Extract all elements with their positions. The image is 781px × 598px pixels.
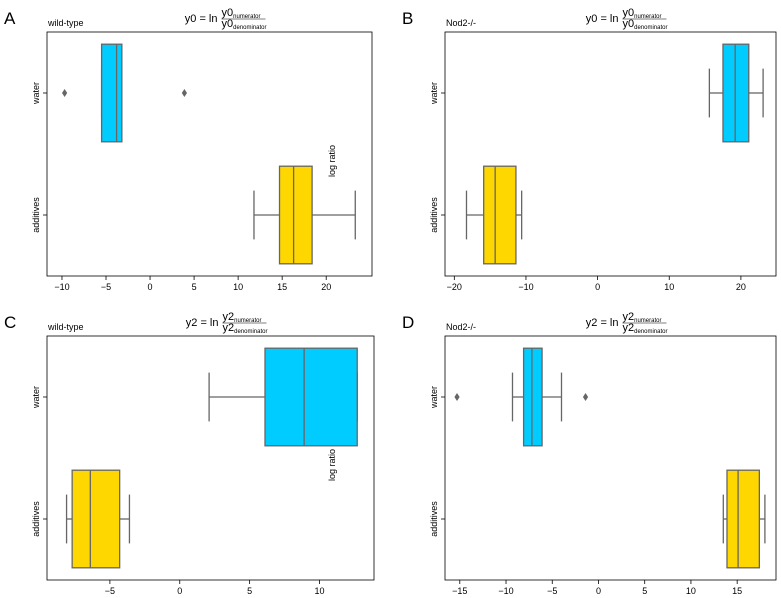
x-tick-label: 0 <box>148 282 153 292</box>
outlier-point <box>582 393 589 401</box>
x-tick-label: 20 <box>321 282 331 292</box>
iqr-box <box>522 347 543 447</box>
outlier-point <box>181 89 187 97</box>
title-denominator-subscript: denominator <box>634 25 667 31</box>
x-tick-label: −10 <box>54 282 69 292</box>
box-additives <box>65 469 131 569</box>
group-label: wild-type <box>47 18 84 28</box>
title-numerator-subscript: numerator <box>634 14 661 20</box>
title-numerator-symbol: y2 <box>223 311 235 323</box>
x-tick-label: −5 <box>101 282 111 292</box>
axes-frame <box>46 31 373 277</box>
y-axis-label: log ratio <box>327 145 337 177</box>
x-tick-label: −5 <box>105 586 115 596</box>
iqr-box <box>264 347 358 447</box>
axes-frame <box>46 335 375 581</box>
iqr-box <box>100 43 123 143</box>
title-lhs: y0 = ln <box>185 13 218 25</box>
title-lhs: y2 = ln <box>586 317 619 329</box>
title-numerator-subscript: numerator <box>634 318 661 324</box>
y-axis-label: log ratio <box>327 449 337 481</box>
y-tick-label-water: water <box>31 386 41 409</box>
y-tick-label-water: water <box>429 82 439 105</box>
title-lhs: y2 = ln <box>186 317 219 329</box>
iqr-box <box>278 165 313 265</box>
title-denominator-symbol: y0 <box>623 18 635 30</box>
x-tick-label: 0 <box>177 586 182 596</box>
title-numerator-subscript: numerator <box>233 14 260 20</box>
title-denominator-subscript: denominator <box>634 329 667 335</box>
title-numerator-symbol: y0 <box>623 7 635 19</box>
box-water <box>62 43 187 143</box>
x-tick-label: −10 <box>498 586 513 596</box>
iqr-box <box>726 469 761 569</box>
y-tick-label-additives: additives <box>429 501 439 537</box>
x-tick-label: 15 <box>277 282 287 292</box>
title-denominator-subscript: denominator <box>234 329 267 335</box>
panel-b: B Nod2-/- y0 = ln y0numeratory0denominatorl… <box>327 7 777 292</box>
title-denominator: y2denominator <box>223 322 268 335</box>
x-tick-label: 10 <box>686 586 696 596</box>
title-numerator-symbol: y2 <box>623 311 635 323</box>
x-tick-label: −5 <box>547 586 557 596</box>
y-tick-label-water: water <box>31 82 41 105</box>
group-label: Nod2-/- <box>446 322 476 332</box>
title-denominator-symbol: y2 <box>223 322 235 334</box>
x-tick-label: 20 <box>736 282 746 292</box>
group-label: wild-type <box>47 322 84 332</box>
title-denominator-symbol: y0 <box>222 18 234 30</box>
box-water <box>208 347 358 447</box>
panel-letter: D <box>402 313 414 332</box>
panel-letter: A <box>4 9 16 28</box>
x-tick-label: −20 <box>447 282 462 292</box>
group-label: Nod2-/- <box>446 18 476 28</box>
panel-letter: C <box>4 313 16 332</box>
box-water <box>454 347 589 447</box>
iqr-box <box>483 165 517 265</box>
x-tick-label: 0 <box>595 282 600 292</box>
x-tick-label: 5 <box>247 586 252 596</box>
panel-d: D Nod2-/- y2 = ln y2numeratory2denominatorl… <box>327 311 777 596</box>
axes-frame <box>444 31 777 277</box>
x-tick-label: 5 <box>192 282 197 292</box>
title-numerator: y0numerator <box>222 7 261 20</box>
iqr-box <box>722 43 750 143</box>
title-numerator: y2numerator <box>223 311 262 324</box>
x-tick-label: 0 <box>596 586 601 596</box>
outlier-point <box>62 89 68 97</box>
x-tick-label: 10 <box>233 282 243 292</box>
x-tick-label: −10 <box>518 282 533 292</box>
axes-frame <box>444 335 777 581</box>
x-tick-label: −15 <box>452 586 467 596</box>
title-denominator: y2denominator <box>623 322 668 335</box>
x-tick-label: 5 <box>642 586 647 596</box>
title-numerator: y2numerator <box>623 311 662 324</box>
title-numerator-symbol: y0 <box>222 7 234 19</box>
panel-letter: B <box>402 9 413 28</box>
title-numerator: y0numerator <box>623 7 662 20</box>
box-additives <box>722 469 766 569</box>
y-tick-label-additives: additives <box>31 197 41 233</box>
outlier-point <box>454 393 460 401</box>
x-tick-label: 10 <box>664 282 674 292</box>
title-denominator-subscript: denominator <box>233 25 266 31</box>
iqr-box <box>71 469 121 569</box>
y-tick-label-additives: additives <box>31 501 41 537</box>
x-tick-label: 15 <box>732 586 742 596</box>
box-water <box>708 43 764 143</box>
title-denominator-symbol: y2 <box>623 322 635 334</box>
title-denominator: y0denominator <box>623 18 668 31</box>
box-additives <box>465 165 523 265</box>
y-tick-label-additives: additives <box>429 197 439 233</box>
title-numerator-subscript: numerator <box>234 318 261 324</box>
title-lhs: y0 = ln <box>586 13 619 25</box>
title-denominator: y0denominator <box>222 18 267 31</box>
y-tick-label-water: water <box>429 386 439 409</box>
box-additives <box>253 165 356 265</box>
x-tick-label: 10 <box>314 586 324 596</box>
